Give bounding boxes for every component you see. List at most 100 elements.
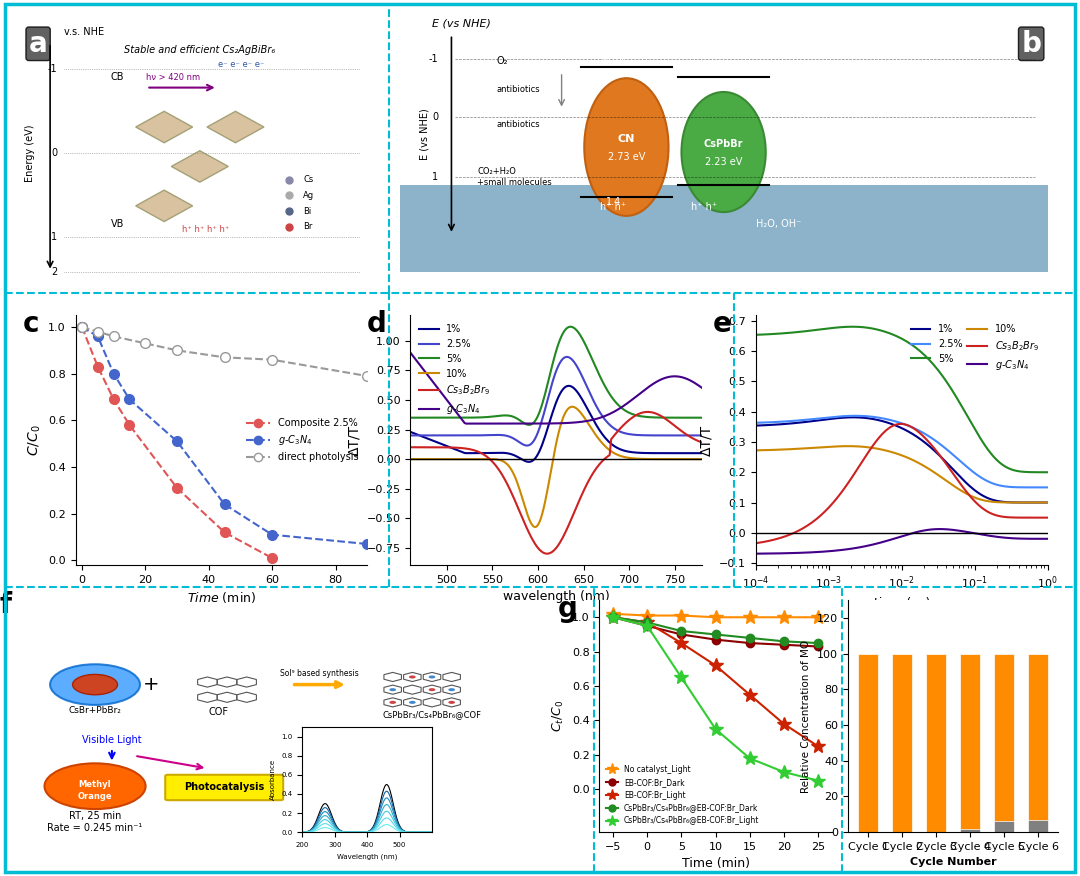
Bar xyxy=(960,653,981,832)
Y-axis label: $C_t/C_0$: $C_t/C_0$ xyxy=(551,700,566,732)
$Cs_3B_2Br_9$ xyxy=(482,452,495,463)
Polygon shape xyxy=(136,111,192,143)
Text: Ag: Ag xyxy=(303,191,314,200)
No catalyst_Light xyxy=(708,612,721,623)
5% xyxy=(684,413,697,423)
X-axis label: Time (min): Time (min) xyxy=(681,858,750,871)
$g$-$C_3N_4$ xyxy=(1041,533,1054,544)
$Cs_3B_2Br_9$ xyxy=(827,497,840,507)
Text: Energy (eV): Energy (eV) xyxy=(25,124,36,182)
Text: Visible Light: Visible Light xyxy=(82,735,141,745)
$Cs_3B_2Br_9$ xyxy=(804,519,816,529)
Text: antibiotics: antibiotics xyxy=(497,85,540,94)
g-C₃N₄ xyxy=(107,369,120,379)
EB-COF:Br_Dark xyxy=(640,620,653,631)
Text: 2.23 eV: 2.23 eV xyxy=(705,157,742,166)
CsPbBr₃/Cs₄PbBr₆@EB-COF:Br_Dark xyxy=(607,612,620,623)
Text: Bi: Bi xyxy=(303,207,311,215)
Ellipse shape xyxy=(681,92,766,212)
$Cs_3B_2Br_9$ xyxy=(761,536,774,547)
1% xyxy=(404,427,417,437)
$Cs_3B_2Br_9$ xyxy=(696,437,708,448)
direct photolysis xyxy=(76,321,89,332)
Text: CB: CB xyxy=(111,72,124,81)
g-C₃N₄ xyxy=(76,321,89,332)
5% xyxy=(404,413,417,423)
direct photolysis xyxy=(266,355,279,365)
Text: d: d xyxy=(366,310,387,338)
Text: 2: 2 xyxy=(51,266,57,277)
Line: 2.5%: 2.5% xyxy=(756,416,1048,487)
Text: 0: 0 xyxy=(432,112,438,122)
$g$-$C_3N_4$ xyxy=(683,374,696,385)
Bar xyxy=(960,829,981,832)
CsPbBr₃/Cs₄PbBr₆@EB-COF:Br_Dark xyxy=(640,618,653,628)
Text: e⁻ e⁻ e⁻ e⁻: e⁻ e⁻ e⁻ e⁻ xyxy=(218,60,264,68)
2.5% xyxy=(684,430,697,441)
2.5% xyxy=(750,418,762,428)
10% xyxy=(761,445,774,456)
10% xyxy=(528,522,541,533)
$Cs_3B_2Br_9$ xyxy=(1041,512,1054,523)
10% xyxy=(684,454,697,464)
CsPbBr₃/Cs₄PbBr₆@EB-COF:Br_Light xyxy=(811,775,824,786)
2.5% xyxy=(767,417,780,427)
direct photolysis xyxy=(171,345,184,356)
$Cs_3B_2Br_9$ xyxy=(750,538,762,548)
5% xyxy=(1017,467,1030,477)
Y-axis label: Absorbance: Absorbance xyxy=(270,759,275,800)
EB-COF:Br_Light xyxy=(607,612,620,623)
5% xyxy=(416,413,429,423)
CsPbBr₃/Cs₄PbBr₆@EB-COF:Br_Light xyxy=(675,672,688,682)
2.5% xyxy=(421,430,434,441)
Text: h⁺ h⁺: h⁺ h⁺ xyxy=(600,201,626,212)
$g$-$C_3N_4$ xyxy=(672,371,685,382)
Line: 1%: 1% xyxy=(756,417,1048,503)
2.5% xyxy=(827,412,840,422)
5% xyxy=(523,420,536,430)
Text: E (vs NHE): E (vs NHE) xyxy=(419,109,429,160)
Line: 1%: 1% xyxy=(410,385,702,462)
Text: a: a xyxy=(29,30,48,58)
$g$-$C_3N_4$ xyxy=(416,363,429,373)
Line: EB-COF:Br_Light: EB-COF:Br_Light xyxy=(606,611,825,753)
CsPbBr₃/Cs₄PbBr₆@EB-COF:Br_Light xyxy=(607,612,620,623)
Text: hν > 420 nm: hν > 420 nm xyxy=(147,73,201,81)
$Cs_3B_2Br_9$ xyxy=(1017,512,1030,523)
$g$-$C_3N_4$ xyxy=(1017,533,1030,544)
1% xyxy=(1041,498,1054,508)
Text: e: e xyxy=(713,310,731,338)
2.5% xyxy=(561,351,573,362)
Text: CsPbBr: CsPbBr xyxy=(704,139,743,149)
Text: v.s. NHE: v.s. NHE xyxy=(65,27,105,37)
5% xyxy=(564,321,577,332)
2.5% xyxy=(804,414,816,425)
1% xyxy=(847,412,860,422)
Text: CN: CN xyxy=(618,134,635,144)
Polygon shape xyxy=(207,111,264,143)
g-C₃N₄ xyxy=(361,539,374,549)
g-C₃N₄ xyxy=(218,499,231,510)
Text: Cs: Cs xyxy=(303,175,313,184)
Bar xyxy=(1028,653,1049,832)
Line: g-C₃N₄: g-C₃N₄ xyxy=(77,322,373,549)
5% xyxy=(696,413,708,423)
10% xyxy=(841,441,854,451)
Legend: No catalyst_Light, EB-COF:Br_Dark, EB-COF:Br_Light, CsPbBr₃/Cs₄PbBr₆@EB-COF:Br_D: No catalyst_Light, EB-COF:Br_Dark, EB-CO… xyxy=(604,762,762,829)
X-axis label: Wavelength (nm): Wavelength (nm) xyxy=(337,853,397,860)
EB-COF:Br_Light xyxy=(708,661,721,671)
1% xyxy=(1017,498,1030,508)
2.5% xyxy=(482,430,495,441)
5% xyxy=(827,322,840,333)
CsPbBr₃/Cs₄PbBr₆@EB-COF:Br_Dark xyxy=(708,629,721,639)
Circle shape xyxy=(50,664,140,705)
10% xyxy=(416,454,429,464)
Line: $Cs_3B_2Br_9$: $Cs_3B_2Br_9$ xyxy=(410,412,702,554)
No catalyst_Light xyxy=(607,609,620,619)
$g$-$C_3N_4$ xyxy=(827,546,840,556)
g-C₃N₄ xyxy=(92,331,105,342)
5% xyxy=(750,329,762,340)
Text: -1.13: -1.13 xyxy=(700,65,721,74)
Legend: Composite 2.5%, $g$-$C_3N_4$, direct photolysis: Composite 2.5%, $g$-$C_3N_4$, direct pho… xyxy=(242,414,362,466)
EB-COF:Br_Dark xyxy=(811,641,824,652)
